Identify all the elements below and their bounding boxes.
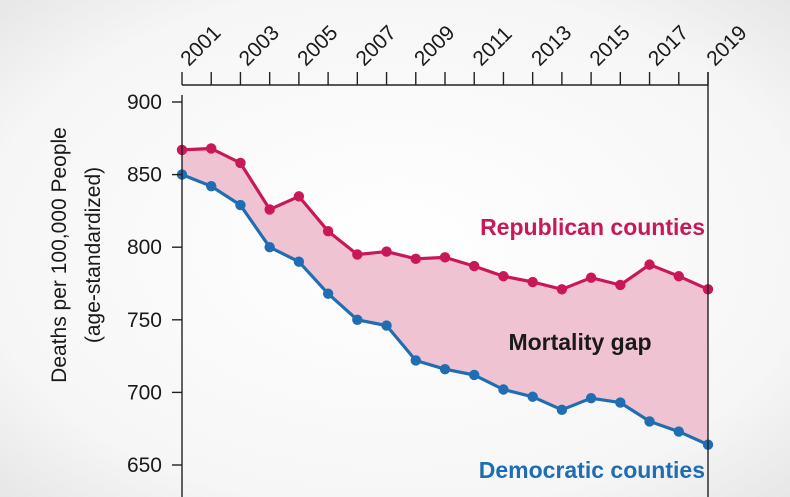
republican-point (556, 284, 568, 295)
y-tick-label: 800 (127, 236, 162, 259)
plot-area (176, 143, 714, 450)
y-tick-label: 850 (127, 164, 162, 187)
republican-point (293, 191, 305, 202)
democratic-point (206, 181, 217, 192)
republican-point (235, 157, 246, 169)
republican-point (498, 271, 509, 282)
republican-point (585, 272, 597, 283)
democratic-point (352, 314, 363, 325)
republican-point (264, 204, 275, 215)
y-tick-label: 650 (127, 454, 162, 477)
republican-label: Republican counties (480, 214, 705, 240)
democratic-point (527, 391, 538, 402)
democratic-point (673, 426, 684, 437)
republican-point (322, 226, 334, 237)
republican-point (615, 279, 626, 291)
democratic-point (293, 256, 305, 267)
republican-point (469, 260, 480, 272)
republican-point (527, 276, 538, 288)
mortality-gap-label: Mortality gap (508, 329, 651, 355)
y-tick-label: 750 (127, 309, 162, 332)
y-axis-sublabel: (age-standardized) (82, 167, 105, 343)
republican-point (410, 253, 421, 265)
democratic-point (439, 363, 451, 375)
y-axis-label: Deaths per 100,000 People (48, 127, 71, 383)
democratic-point (410, 355, 421, 366)
democratic-point (644, 416, 655, 427)
democratic-point (264, 242, 275, 253)
republican-point (206, 143, 217, 154)
labels: Republican counties Mortality gap Democrat… (479, 214, 705, 483)
republican-point (381, 246, 392, 257)
democratic-label: Democratic counties (479, 457, 705, 483)
democratic-point (556, 404, 568, 416)
y-tick-label: 700 (127, 381, 162, 404)
democratic-point (585, 393, 597, 404)
democratic-point (235, 199, 246, 211)
republican-point (644, 259, 655, 270)
y-tick-label: 900 (127, 91, 162, 114)
democratic-point (498, 384, 509, 395)
republican-point (673, 271, 684, 282)
republican-point (439, 252, 451, 263)
y-axis-subtitle: (age-standardized) (82, 167, 105, 343)
democratic-point (615, 397, 626, 408)
mortality-gap-area (182, 148, 708, 445)
republican-point (352, 249, 363, 260)
democratic-point (381, 320, 392, 331)
y-axis-title: Deaths per 100,000 People (48, 127, 71, 383)
democratic-point (469, 369, 480, 381)
democratic-point (322, 288, 334, 299)
